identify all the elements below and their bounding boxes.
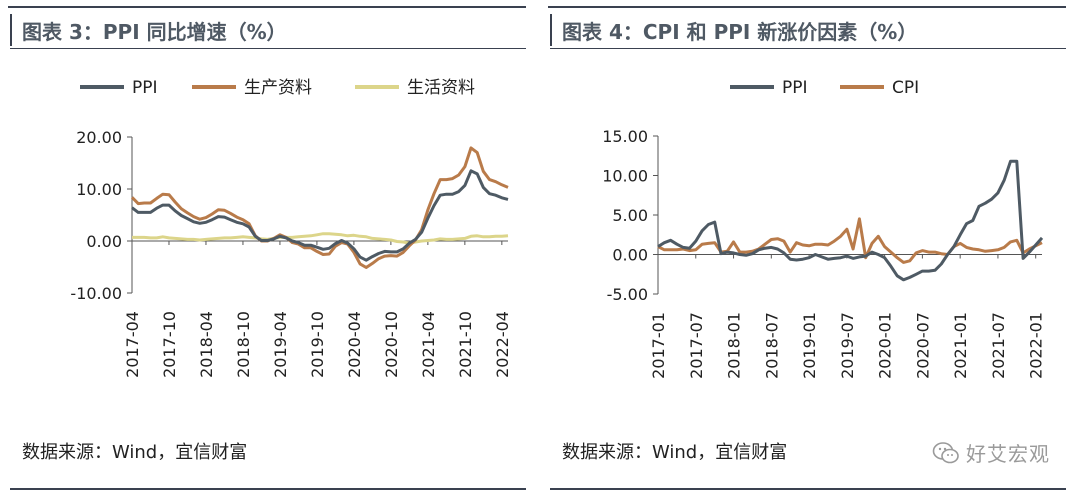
x-tick-label: 2018-04	[197, 311, 216, 378]
x-tick-label: 2017-04	[123, 311, 142, 378]
y-tick-label: 15.00	[602, 127, 648, 146]
title-divider	[550, 48, 1066, 49]
wechat-account-name: 好艾宏观	[966, 442, 1050, 466]
chart-title: 图表 4：CPI 和 PPI 新涨价因素（%）	[562, 20, 918, 44]
x-tick-label: 2020-01	[876, 312, 895, 379]
title-accent-bar	[550, 14, 552, 46]
x-tick-label: 2022-01	[1027, 312, 1046, 379]
series-line-PPI	[131, 169, 509, 262]
y-tick-label: -5.00	[607, 285, 648, 304]
x-tick-label: 2018-07	[762, 312, 781, 379]
series-line-生产资料	[130, 146, 509, 269]
series-line-生活资料	[132, 232, 509, 245]
chart-panel-right: 图表 4：CPI 和 PPI 新涨价因素（%） PPI CPI -5.00 0.00 5…	[540, 0, 1080, 497]
x-tick-label: 2018-01	[725, 312, 744, 379]
x-tick-label: 2021-10	[456, 311, 475, 378]
y-tick-label: 5.00	[612, 206, 648, 225]
data-source: 数据来源：Wind，宜信财富	[562, 442, 788, 463]
bottom-rule	[10, 488, 526, 490]
legend-label: CPI	[892, 78, 919, 98]
x-tick-label: 2020-07	[913, 312, 932, 379]
legend-label: PPI	[132, 78, 158, 98]
top-rule	[8, 6, 526, 8]
x-tick-label: 2019-07	[838, 312, 857, 379]
title-accent-bar	[10, 14, 12, 46]
x-tick-label: 2019-01	[800, 312, 819, 379]
chart-title: 图表 3：PPI 同比增速（%）	[22, 20, 287, 44]
x-tick-label: 2018-10	[234, 311, 253, 378]
x-tick-label: 2019-10	[308, 311, 327, 378]
cpi-ppi-new-factor-chart: PPI CPI -5.00 0.00 5.00 10.00 15.00 2017-01 2017…	[602, 78, 1046, 379]
y-tick-label: -10.00	[70, 284, 122, 303]
ppi-yoy-chart: PPI 生产资料 生活资料 -10.00 0.00 10.00 20.00 2017-04 20…	[70, 78, 512, 378]
x-tick-label: 2017-01	[649, 312, 668, 379]
data-source: 数据来源：Wind，宜信财富	[22, 442, 248, 463]
top-rule	[548, 6, 1066, 8]
legend-label: PPI	[782, 78, 808, 98]
chart-panel-left: 图表 3：PPI 同比增速（%） PPI 生产资料 生活资料 -10.00 0.00 10…	[8, 6, 526, 490]
x-tick-label: 2022-04	[493, 311, 512, 378]
x-tick-label: 2020-10	[382, 311, 401, 378]
title-divider	[10, 48, 526, 49]
series-line-PPI	[657, 159, 1044, 282]
x-tick-label: 2021-04	[419, 311, 438, 378]
legend-label: 生活资料	[407, 78, 475, 98]
x-tick-label: 2019-04	[271, 311, 290, 378]
legend-label: 生产资料	[244, 78, 312, 98]
y-tick-label: 0.00	[86, 232, 122, 251]
bottom-rule	[550, 488, 1066, 490]
x-tick-label: 2017-07	[687, 312, 706, 379]
x-tick-label: 2021-07	[989, 312, 1008, 379]
y-tick-label: 10.00	[76, 180, 122, 199]
y-tick-label: 0.00	[612, 246, 648, 265]
x-tick-label: 2020-04	[345, 311, 364, 378]
x-tick-label: 2017-10	[160, 311, 179, 378]
y-tick-label: 20.00	[76, 128, 122, 147]
y-tick-label: 10.00	[602, 167, 648, 186]
wechat-icon	[932, 441, 959, 463]
x-tick-label: 2021-01	[951, 312, 970, 379]
wechat-watermark: 好艾宏观	[932, 438, 1050, 467]
